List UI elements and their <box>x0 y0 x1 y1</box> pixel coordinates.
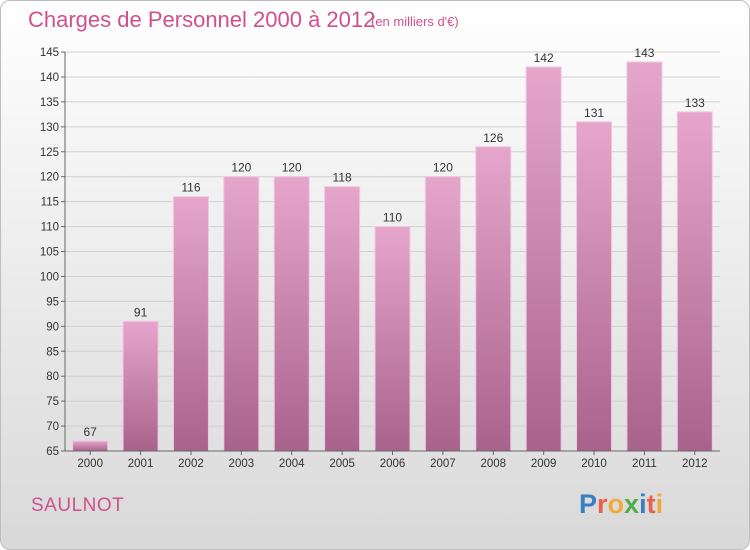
data-label-2001: 91 <box>134 305 148 319</box>
y-tick-label: 115 <box>41 197 59 209</box>
bar-2008 <box>475 146 512 452</box>
x-tick-label-2006: 2006 <box>380 458 406 470</box>
x-tick-label-2011: 2011 <box>632 458 657 470</box>
x-tick-label-2004: 2004 <box>279 458 305 470</box>
x-tick-label-2000: 2000 <box>77 458 103 470</box>
y-tick-label: 105 <box>40 247 59 259</box>
bar-2001 <box>122 320 159 452</box>
data-label-2010: 131 <box>584 106 604 120</box>
bar-2011 <box>626 61 663 452</box>
y-tick-label: 70 <box>46 421 59 433</box>
logo-letter: o <box>607 489 625 519</box>
x-tick-label-2009: 2009 <box>531 458 557 470</box>
bar-2010 <box>576 121 613 452</box>
bar-2002 <box>172 196 209 452</box>
bars: 67 91 116 120 120 118 110 120 126 142 131 143 133 <box>72 46 713 452</box>
proxiti-logo: Proxiti <box>579 489 663 520</box>
data-label-2002: 116 <box>181 181 200 195</box>
y-tick-label: 120 <box>40 172 59 184</box>
data-label-2000: 67 <box>84 425 98 439</box>
logo-letter: i <box>655 489 664 519</box>
bar-2005 <box>324 186 361 452</box>
x-tick-label-2012: 2012 <box>682 458 708 470</box>
y-tick-label: 135 <box>40 97 59 109</box>
x-tick-label-2003: 2003 <box>229 458 255 470</box>
y-tick-label: 95 <box>46 296 59 308</box>
data-label-2006: 110 <box>383 211 402 225</box>
bar-2009 <box>525 66 562 452</box>
x-tick-label-2007: 2007 <box>430 458 456 470</box>
bar-2004 <box>273 176 310 452</box>
data-label-2004: 120 <box>282 161 302 175</box>
y-tick-label: 80 <box>46 371 59 383</box>
chart-title: Charges de Personnel 2000 à 2012 <box>28 7 376 32</box>
data-label-2011: 143 <box>634 46 654 60</box>
commune-name: SAULNOT <box>31 495 125 516</box>
data-label-2007: 120 <box>433 161 453 175</box>
logo-letter: t <box>646 489 656 519</box>
y-tick-label: 65 <box>46 446 59 458</box>
bar-2000 <box>72 440 109 452</box>
x-tick-label-2002: 2002 <box>178 458 204 470</box>
y-tick-label: 85 <box>46 346 59 358</box>
logo-letter: x <box>624 489 640 519</box>
y-tick-label: 140 <box>40 72 59 84</box>
y-tick-label: 145 <box>40 47 59 59</box>
chart-unit: (en milliers d'€) <box>371 14 459 29</box>
data-label-2005: 118 <box>333 171 352 185</box>
data-label-2012: 133 <box>685 96 705 110</box>
y-tick-label: 90 <box>46 321 59 333</box>
data-label-2009: 142 <box>534 51 554 65</box>
logo-letter: r <box>597 489 608 519</box>
y-tick-label: 130 <box>40 122 59 134</box>
data-label-2003: 120 <box>231 161 251 175</box>
x-tick-label-2005: 2005 <box>329 458 355 470</box>
bar-2006 <box>374 226 411 452</box>
y-tick-label: 110 <box>41 222 59 234</box>
y-tick-label: 100 <box>40 271 59 283</box>
x-tick-label-2001: 2001 <box>128 458 154 470</box>
logo-letter: i <box>639 489 647 519</box>
data-label-2008: 126 <box>483 131 503 145</box>
x-tick-label-2008: 2008 <box>480 458 506 470</box>
bar-2007 <box>424 176 461 452</box>
bar-2012 <box>676 111 713 452</box>
x-tick-label-2010: 2010 <box>581 458 607 470</box>
x-axis: 2000 2001 2002 2003 2004 2005 2006 2007 2008 2009… <box>65 450 720 470</box>
y-axis: 65 70 75 80 85 90 95 100 105 110 115 120 125 130 135 14… <box>40 47 66 458</box>
bar-2003 <box>223 176 260 452</box>
y-tick-label: 125 <box>40 147 59 159</box>
y-tick-label: 75 <box>46 396 59 408</box>
logo-letter: P <box>579 489 598 519</box>
